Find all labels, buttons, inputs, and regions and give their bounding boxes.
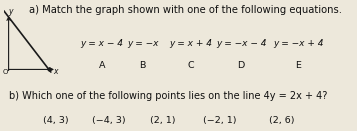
Text: C: C bbox=[188, 61, 194, 70]
Text: E: E bbox=[295, 61, 301, 70]
Text: B: B bbox=[140, 61, 146, 70]
Text: (2, 6): (2, 6) bbox=[269, 116, 295, 125]
Text: y = −x: y = −x bbox=[127, 39, 159, 48]
Text: x: x bbox=[54, 67, 58, 76]
Text: y = −x + 4: y = −x + 4 bbox=[273, 39, 323, 48]
Text: O: O bbox=[3, 69, 8, 75]
Text: (−2, 1): (−2, 1) bbox=[203, 116, 236, 125]
Text: (2, 1): (2, 1) bbox=[150, 116, 175, 125]
Text: D: D bbox=[237, 61, 245, 70]
Text: A: A bbox=[99, 61, 105, 70]
Text: (4, 3): (4, 3) bbox=[42, 116, 68, 125]
Text: b) Which one of the following points lies on the line 4y = 2x + 4?: b) Which one of the following points lie… bbox=[9, 91, 327, 101]
Text: y = −x − 4: y = −x − 4 bbox=[216, 39, 266, 48]
Text: y = x − 4: y = x − 4 bbox=[80, 39, 123, 48]
Text: y = x + 4: y = x + 4 bbox=[170, 39, 212, 48]
Text: (−4, 3): (−4, 3) bbox=[92, 116, 126, 125]
Text: a) Match the graph shown with one of the following equations.: a) Match the graph shown with one of the… bbox=[29, 5, 342, 15]
Text: y: y bbox=[8, 7, 12, 16]
